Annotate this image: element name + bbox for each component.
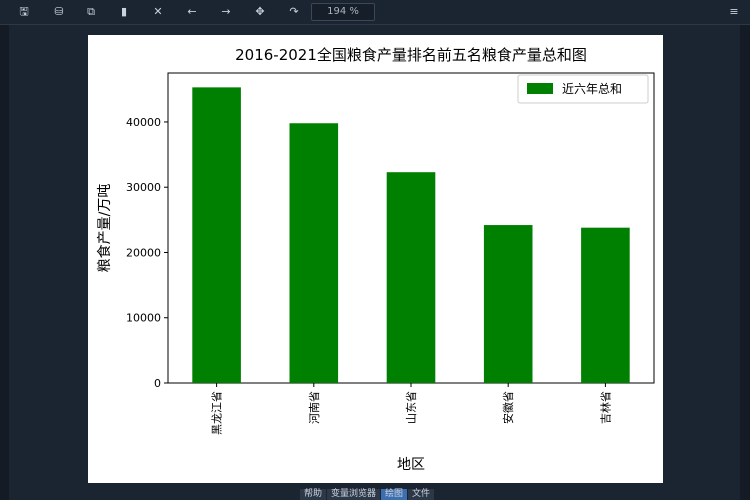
hamburger-menu-icon[interactable]: ≡ bbox=[729, 5, 739, 18]
x-tick-label: 吉林省 bbox=[598, 391, 612, 424]
legend-box bbox=[517, 74, 649, 104]
zoom-level-field[interactable]: 194 % bbox=[311, 3, 375, 21]
y-tick-label: 30000 bbox=[126, 181, 161, 194]
legend-swatch bbox=[527, 83, 553, 94]
cross-icon[interactable]: ✕ bbox=[153, 5, 163, 18]
x-tick-label: 安徽省 bbox=[501, 391, 515, 424]
legend-entry: 近六年总和 bbox=[562, 82, 622, 96]
pane-tab[interactable]: 变量浏览器 bbox=[327, 489, 381, 500]
plot-figure: 0 10000 20000 30000 40000 黑龙江省 河南省 山东省 安徽省 吉林省 201… bbox=[88, 35, 663, 483]
bar bbox=[483, 225, 533, 383]
bar bbox=[192, 87, 241, 383]
chart-title: 2016-2021全国粮食产量排名前五名粮食产量总和图 bbox=[235, 46, 587, 64]
pan-icon[interactable]: ✥ bbox=[255, 5, 265, 18]
save-icon[interactable]: 🖫 bbox=[19, 5, 29, 18]
pane-tab[interactable]: 文件 bbox=[408, 489, 435, 500]
y-tick-label: 0 bbox=[154, 377, 161, 390]
x-tick-label: 河南省 bbox=[308, 391, 321, 424]
forward-icon[interactable]: → bbox=[221, 5, 231, 18]
pane-tab-bar: 帮助 变量浏览器 绘图 文件 bbox=[300, 489, 435, 500]
bar-chart: 0 10000 20000 30000 40000 黑龙江省 河南省 山东省 安徽省 吉林省 201… bbox=[96, 46, 655, 473]
back-icon[interactable]: ← bbox=[187, 5, 197, 18]
pane-tab[interactable]: 绘图 bbox=[381, 489, 408, 500]
delete-icon[interactable]: ▮ bbox=[120, 5, 128, 18]
y-tick-label: 20000 bbox=[126, 246, 161, 259]
x-axis-label: 地区 bbox=[397, 457, 425, 473]
y-tick-label: 40000 bbox=[126, 116, 161, 129]
pane-frame-left bbox=[0, 25, 9, 500]
plot-toolbar: 194 % 🖫 ⛁ ⧉ ▮ ✕ ← → ✥ ↷ ≡ bbox=[0, 0, 750, 25]
copy-icon[interactable]: ⧉ bbox=[87, 5, 95, 18]
y-tick-label: 10000 bbox=[126, 312, 161, 325]
x-tick-label: 黑龙江省 bbox=[211, 391, 224, 435]
y-axis-label: 粮食产量/万吨 bbox=[96, 184, 113, 273]
bar bbox=[386, 172, 436, 383]
bar bbox=[289, 123, 339, 384]
curve-icon[interactable]: ↷ bbox=[289, 5, 299, 18]
pane-frame-right bbox=[740, 25, 750, 500]
bar bbox=[581, 227, 630, 383]
save-as-icon[interactable]: ⛁ bbox=[54, 5, 64, 18]
x-tick-label: 山东省 bbox=[405, 391, 418, 424]
pane-tab[interactable]: 帮助 bbox=[300, 489, 327, 500]
